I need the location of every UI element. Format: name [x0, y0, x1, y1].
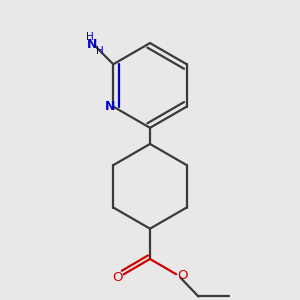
Text: O: O [177, 269, 188, 282]
Text: H: H [96, 46, 104, 56]
Text: O: O [112, 271, 123, 284]
Text: N: N [105, 100, 115, 113]
Text: H: H [86, 32, 94, 42]
Text: N: N [87, 38, 98, 51]
